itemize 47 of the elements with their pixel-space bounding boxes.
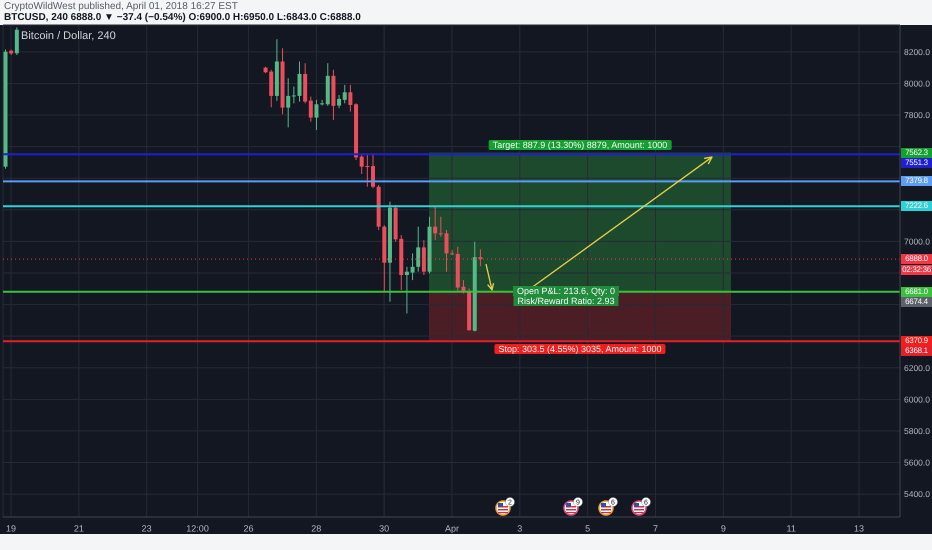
x-tick-label: Apr	[444, 523, 459, 534]
annotation: 02:32:36	[901, 264, 932, 275]
y-tick-label: 7800.0	[904, 110, 930, 120]
text: CryptoWildWest published, April 01, 2018 16:27 EST	[4, 1, 238, 12]
x-tick-label: 28	[311, 523, 322, 534]
x-tick-label: 21	[74, 523, 84, 534]
x-tick-label: 30	[379, 523, 390, 534]
x-tick-label: 13	[854, 523, 864, 534]
x-tick-label: 7	[652, 523, 658, 534]
chart-subtitle: BTCUSD, 240 6888.0 ▼ −37.4 (−0.54%) O:6900.0 H:6950.0 L:6843.0 C:6888.0	[4, 12, 361, 23]
band-label: Stop: 303.5 (4.55%) 3035, Amount: 1000	[494, 344, 666, 354]
y-tick-label: 8200.0	[904, 46, 930, 57]
x-tick-label: 12:00	[186, 523, 209, 534]
x-tick-label: 26	[243, 523, 254, 534]
annotation: 6370.9	[901, 336, 932, 346]
candlestick	[314, 99, 318, 130]
ref-line-label: 6681.0	[901, 286, 932, 297]
text: Bitcoin / Dollar, 240	[21, 30, 116, 42]
candlestick	[433, 206, 438, 241]
annotation: 6674.4	[901, 297, 932, 308]
y-tick-label: 5800.0	[904, 426, 930, 436]
y-tick-label: 5400.0	[904, 489, 930, 500]
x-tick-label: 19	[6, 523, 16, 534]
ref-line-label: 6888.0	[901, 254, 932, 264]
y-tick-label: 6000.0	[904, 394, 930, 404]
candlestick	[478, 248, 482, 267]
band-label: Target: 887.9 (13.30%) 8879, Amount: 1000	[488, 140, 672, 150]
annotation: Risk/Reward Ratio: 2.93	[513, 296, 619, 306]
x-tick-label: 3	[517, 523, 522, 534]
candlestick	[308, 96, 313, 122]
y-tick-label: 7000.0	[904, 236, 930, 246]
candlestick	[286, 78, 290, 128]
ref-line-label: 7379.8	[901, 176, 932, 186]
annotation: Open P&L: 213.6, Qty: 0	[512, 286, 620, 296]
x-tick-label: 5	[585, 523, 590, 534]
annotation: 7562.3	[901, 148, 932, 158]
y-tick-label: 5600.0	[904, 458, 930, 468]
ref-line-label: 7222.6	[901, 201, 932, 212]
y-tick-label: 6200.0	[904, 362, 930, 373]
y-tick-label: 8000.0	[904, 78, 930, 88]
x-tick-label: 23	[142, 523, 152, 534]
ref-line-label: 6368.1	[901, 346, 932, 356]
candlestick	[14, 26, 19, 56]
x-tick-label: 11	[786, 523, 796, 534]
x-tick-label: 9	[720, 523, 726, 534]
ref-line-label: 7551.3	[901, 158, 932, 168]
candlestick	[416, 226, 420, 272]
